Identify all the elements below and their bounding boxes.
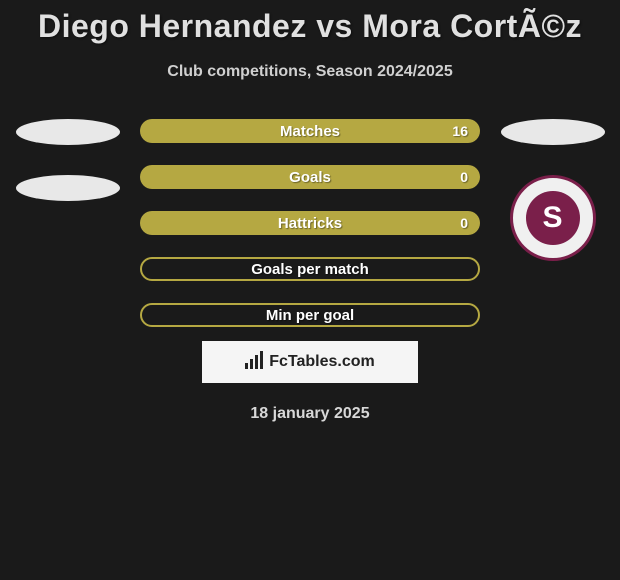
right-side-column: S <box>500 119 605 261</box>
stat-bar-min-per-goal: Min per goal <box>140 303 480 327</box>
stat-value: 0 <box>460 169 468 185</box>
stat-bar-goals: Goals 0 <box>140 165 480 189</box>
page-title: Diego Hernandez vs Mora CortÃ©z <box>0 0 620 45</box>
stat-value: 0 <box>460 215 468 231</box>
badge-letter: S <box>542 201 562 235</box>
right-placeholder-1 <box>501 119 605 145</box>
stat-bar-goals-per-match: Goals per match <box>140 257 480 281</box>
chart-icon <box>245 351 265 374</box>
brand-text: FcTables.com <box>269 353 375 371</box>
left-placeholder-2 <box>16 175 120 201</box>
left-placeholder-1 <box>16 119 120 145</box>
stat-label: Hattricks <box>278 215 342 232</box>
stat-label: Goals per match <box>251 261 369 278</box>
footer-date: 18 january 2025 <box>0 405 620 423</box>
club-badge: S <box>503 175 603 261</box>
stat-value: 16 <box>452 123 468 139</box>
stat-bar-hattricks: Hattricks 0 <box>140 211 480 235</box>
stat-label: Min per goal <box>266 307 354 324</box>
badge-inner: S <box>526 191 580 245</box>
stat-bar-matches: Matches 16 <box>140 119 480 143</box>
brand-box[interactable]: FcTables.com <box>202 341 418 383</box>
comparison-row: Matches 16 Goals 0 Hattricks 0 Goals per… <box>0 119 620 327</box>
stats-column: Matches 16 Goals 0 Hattricks 0 Goals per… <box>140 119 480 327</box>
badge-ring: S <box>510 175 596 261</box>
page-subtitle: Club competitions, Season 2024/2025 <box>0 63 620 81</box>
stat-label: Matches <box>280 123 340 140</box>
left-side-column <box>15 119 120 201</box>
stat-label: Goals <box>289 169 331 186</box>
